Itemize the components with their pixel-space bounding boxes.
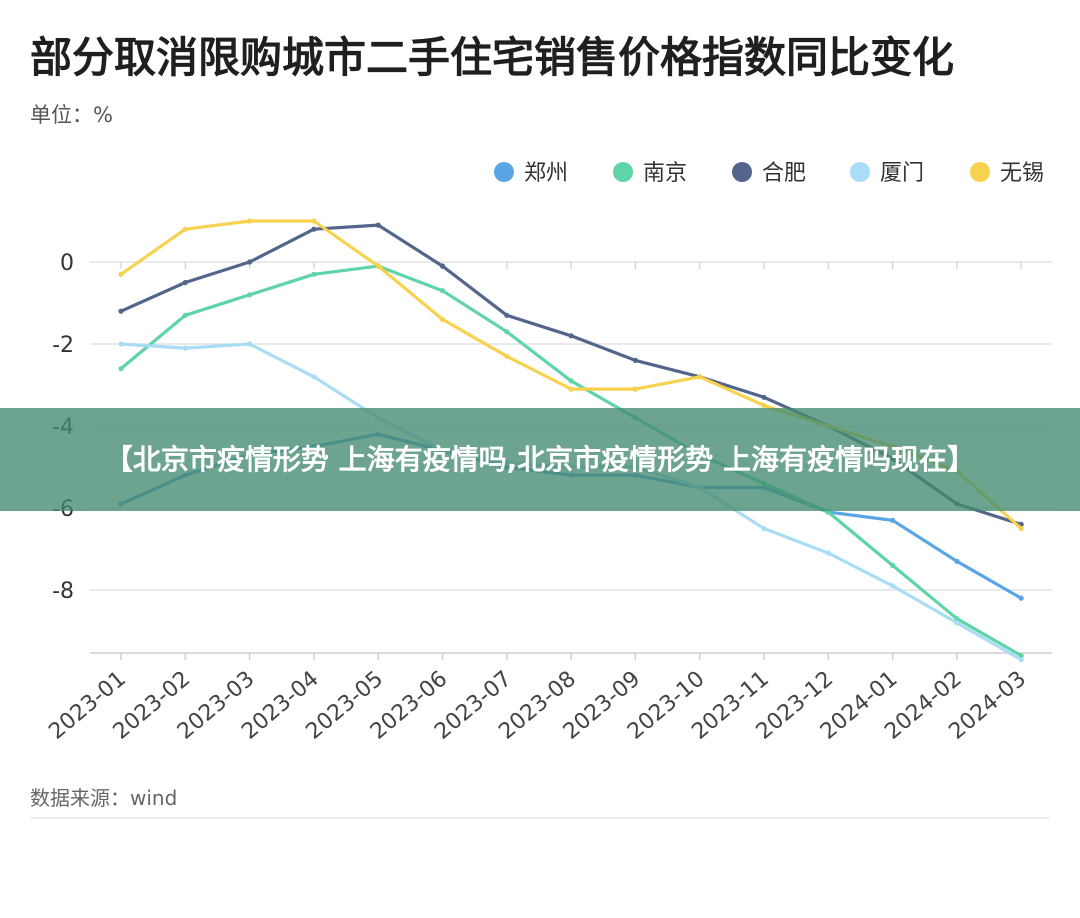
legend-label: 郑州	[524, 161, 568, 186]
data-point	[311, 374, 317, 380]
data-point	[439, 316, 446, 322]
data-point	[247, 218, 253, 224]
data-point	[504, 312, 510, 318]
data-point	[182, 226, 188, 232]
data-point	[632, 386, 639, 392]
legend-item[interactable]: 无锡	[970, 161, 1044, 186]
data-point	[247, 259, 253, 265]
y-tick-label: -2	[52, 333, 74, 358]
legend-label: 无锡	[1000, 161, 1044, 186]
data-point	[825, 550, 831, 556]
data-point	[182, 279, 188, 286]
data-point	[632, 357, 639, 363]
data-point	[1018, 653, 1024, 659]
data-point	[568, 378, 574, 384]
source-label: 数据来源：wind	[30, 786, 177, 810]
data-point	[439, 263, 446, 269]
data-point	[890, 562, 896, 569]
legend-item[interactable]: 厦门	[850, 161, 924, 186]
data-point	[311, 218, 317, 224]
y-tick-label: 0	[60, 251, 74, 276]
y-tick-label: -8	[52, 579, 74, 604]
data-point	[761, 525, 767, 532]
legend-swatch-icon	[970, 162, 990, 182]
headline-banner: 【北京市疫情形势 上海有疫情吗,北京市疫情形势 上海有疫情吗现在】	[0, 408, 1080, 511]
data-point	[118, 341, 124, 347]
legend-item[interactable]: 合肥	[732, 161, 806, 186]
legend-item[interactable]: 南京	[613, 161, 687, 186]
headline-text[interactable]: 【北京市疫情形势 上海有疫情吗,北京市疫情形势 上海有疫情吗现在】	[104, 442, 976, 476]
data-point	[375, 263, 381, 269]
data-point	[568, 333, 574, 339]
unit-label: 单位：%	[30, 103, 113, 127]
data-point	[247, 341, 253, 347]
data-point	[182, 312, 188, 318]
data-point	[118, 271, 124, 277]
data-point	[954, 620, 960, 626]
data-point	[568, 386, 574, 392]
legend-swatch-icon	[850, 162, 870, 182]
data-point	[890, 583, 896, 589]
data-point	[1018, 657, 1024, 663]
legend-swatch-icon	[732, 162, 752, 182]
data-point	[375, 222, 381, 228]
legend: 郑州 南京 合肥 厦门 无锡	[494, 161, 1044, 186]
data-point	[954, 616, 960, 622]
legend-label: 合肥	[762, 161, 806, 186]
legend-label: 南京	[643, 161, 687, 186]
data-point	[761, 394, 767, 400]
data-point	[504, 353, 510, 359]
data-point	[761, 402, 767, 409]
data-point	[504, 329, 510, 335]
data-point	[1018, 595, 1024, 601]
data-point	[954, 558, 960, 564]
data-point	[1018, 525, 1024, 532]
data-point	[118, 308, 124, 314]
legend-label: 厦门	[880, 161, 924, 186]
data-point	[890, 517, 896, 523]
data-point	[311, 271, 317, 277]
data-point	[182, 345, 188, 351]
data-point	[311, 226, 317, 232]
data-point	[439, 288, 446, 294]
data-point	[247, 292, 253, 298]
data-point	[118, 366, 124, 372]
legend-swatch-icon	[613, 162, 633, 182]
chart-title: 部分取消限购城市二手住宅销售价格指数同比变化	[30, 33, 954, 82]
legend-swatch-icon	[494, 162, 514, 182]
legend-item[interactable]: 郑州	[494, 161, 568, 186]
data-point	[697, 374, 703, 380]
